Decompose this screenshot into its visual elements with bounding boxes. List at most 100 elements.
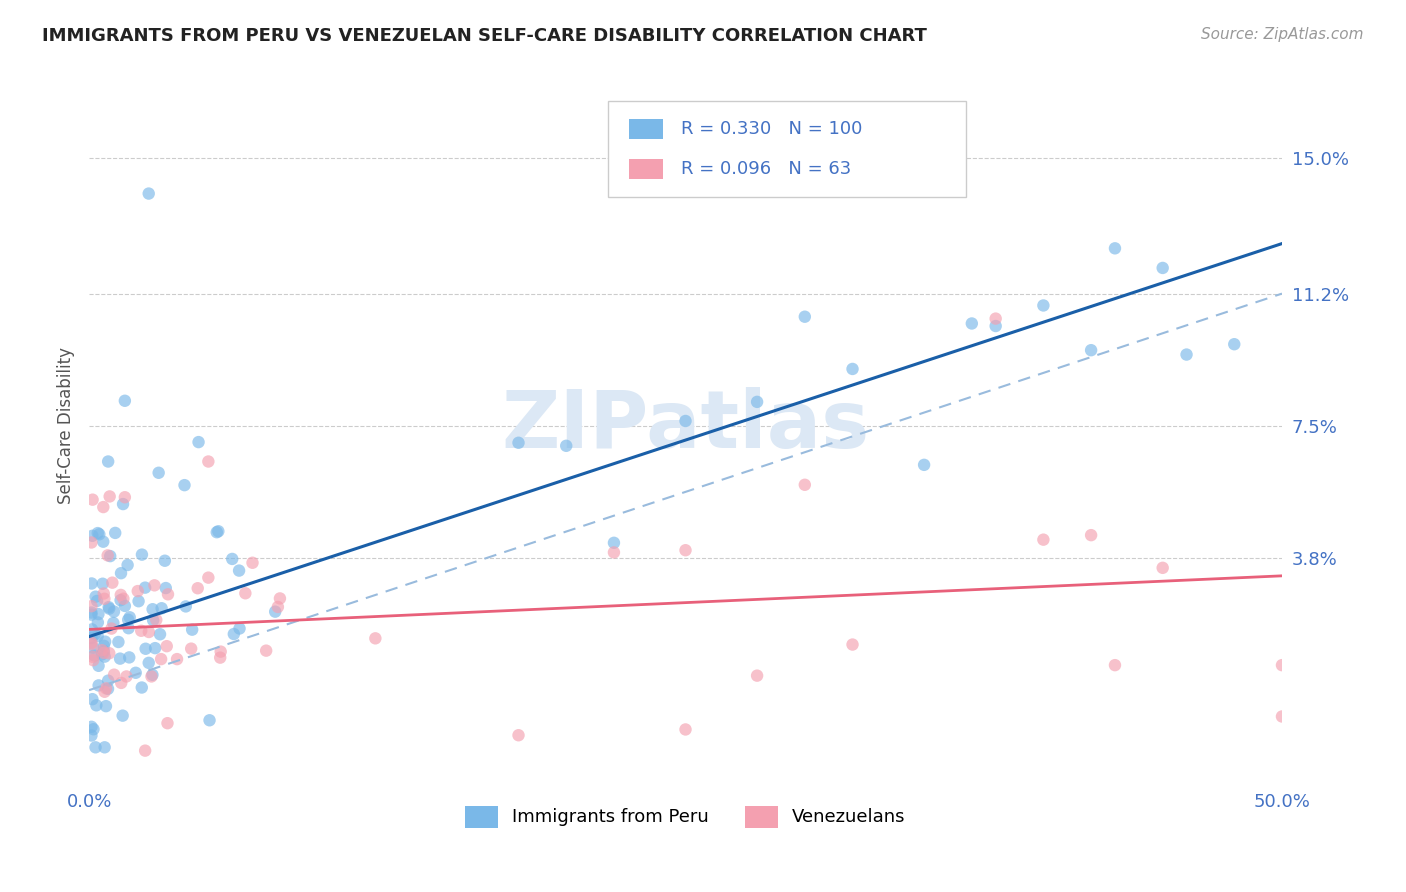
Point xyxy=(1223,337,1246,351)
Point xyxy=(80,623,103,637)
Point xyxy=(156,639,179,653)
Point xyxy=(80,607,103,622)
Point xyxy=(555,439,578,453)
Point xyxy=(228,564,250,578)
Point xyxy=(87,607,110,621)
Point xyxy=(112,497,135,511)
Point xyxy=(93,649,115,664)
Point xyxy=(150,601,173,615)
Point xyxy=(97,673,120,688)
Point xyxy=(89,527,111,541)
Point xyxy=(745,395,768,409)
Point xyxy=(960,317,983,331)
Point xyxy=(125,665,148,680)
Point xyxy=(91,643,114,657)
Point xyxy=(207,524,229,539)
Point xyxy=(143,641,166,656)
Point xyxy=(86,629,108,643)
Text: Source: ZipAtlas.com: Source: ZipAtlas.com xyxy=(1201,27,1364,42)
Point xyxy=(242,556,264,570)
Text: IMMIGRANTS FROM PERU VS VENEZUELAN SELF-CARE DISABILITY CORRELATION CHART: IMMIGRANTS FROM PERU VS VENEZUELAN SELF-… xyxy=(42,27,927,45)
Point xyxy=(197,454,219,468)
Point xyxy=(98,490,121,504)
Point xyxy=(1032,298,1054,312)
Point xyxy=(111,708,134,723)
Point xyxy=(1080,343,1102,358)
Point xyxy=(143,578,166,592)
Point xyxy=(198,713,221,727)
Point xyxy=(364,632,387,646)
Point xyxy=(166,652,188,666)
Point xyxy=(93,586,115,600)
Point xyxy=(603,545,626,559)
Point xyxy=(1080,528,1102,542)
Point xyxy=(114,599,136,613)
Point xyxy=(173,478,195,492)
Point xyxy=(87,615,110,630)
Point xyxy=(87,678,110,692)
Point xyxy=(264,605,287,619)
Point xyxy=(142,602,165,616)
Point xyxy=(91,500,114,514)
Point xyxy=(128,594,150,608)
Point xyxy=(82,640,104,655)
Point xyxy=(91,576,114,591)
Point xyxy=(110,593,132,607)
Point xyxy=(80,599,103,614)
Point xyxy=(1271,658,1294,673)
Point xyxy=(82,723,104,737)
Point xyxy=(675,543,697,558)
Point xyxy=(94,634,117,648)
Point xyxy=(110,566,132,581)
Point xyxy=(93,685,115,699)
Point xyxy=(117,621,139,635)
Point xyxy=(156,716,179,731)
Point xyxy=(148,466,170,480)
Point xyxy=(117,613,139,627)
Point xyxy=(80,635,103,649)
Point xyxy=(117,558,139,572)
Point xyxy=(80,729,103,743)
Point xyxy=(228,622,250,636)
Point xyxy=(118,650,141,665)
Point xyxy=(87,658,110,673)
Point xyxy=(83,627,105,641)
Point xyxy=(142,613,165,627)
Point xyxy=(841,638,863,652)
Point xyxy=(115,669,138,683)
Point xyxy=(675,414,697,428)
Point xyxy=(98,549,121,563)
Point xyxy=(80,720,103,734)
Point xyxy=(197,571,219,585)
Point xyxy=(93,591,115,606)
Point xyxy=(93,740,115,755)
Point xyxy=(90,648,112,662)
Point xyxy=(80,606,103,620)
Point xyxy=(82,692,104,706)
Point xyxy=(110,676,132,690)
Point xyxy=(267,599,290,614)
Point xyxy=(1271,709,1294,723)
Point xyxy=(912,458,935,472)
Point xyxy=(150,652,173,666)
Point xyxy=(118,610,141,624)
Point xyxy=(103,605,125,619)
Point xyxy=(141,669,163,683)
Point xyxy=(98,646,121,660)
Point xyxy=(97,600,120,615)
Point xyxy=(112,591,135,606)
Point xyxy=(180,641,202,656)
Point xyxy=(222,627,245,641)
Point xyxy=(103,615,125,630)
Point xyxy=(91,534,114,549)
Point xyxy=(508,728,530,742)
Point xyxy=(97,549,120,563)
Point xyxy=(114,393,136,408)
Point xyxy=(1175,347,1198,361)
Point xyxy=(135,641,157,656)
Point xyxy=(793,310,815,324)
Point xyxy=(745,668,768,682)
Point xyxy=(675,723,697,737)
Y-axis label: Self-Care Disability: Self-Care Disability xyxy=(58,347,75,504)
Point xyxy=(83,648,105,663)
